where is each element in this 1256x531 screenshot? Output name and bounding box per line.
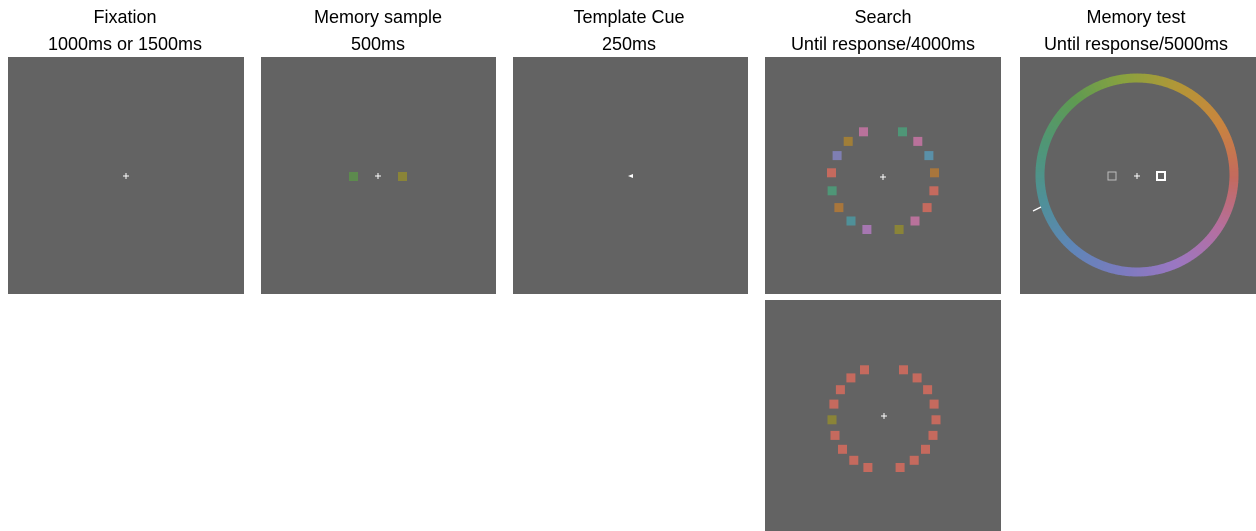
search-item-square — [930, 168, 939, 178]
search-item-square — [829, 399, 839, 409]
stage-duration: Until response/4000ms — [791, 34, 975, 54]
search-item-square — [923, 385, 933, 395]
search-item-square — [912, 373, 922, 383]
panel-search-uniform — [765, 300, 1001, 531]
response-marker — [1032, 206, 1042, 212]
stage-title: Memory sample — [314, 7, 442, 27]
search-item-square — [929, 186, 939, 196]
stage-title: Memory test — [1086, 7, 1185, 27]
search-item-square — [859, 127, 868, 137]
search-item-square — [863, 463, 873, 472]
memory-probe-square-right — [1156, 171, 1166, 181]
search-item-square — [846, 373, 856, 383]
fixation-cross — [1134, 173, 1140, 179]
search-item-square — [898, 127, 907, 137]
search-item-square — [832, 151, 842, 161]
search-item-square — [921, 444, 930, 454]
stage-label-search: Search Until response/4000ms — [791, 7, 975, 54]
template-cue-arrow — [628, 174, 633, 178]
stage-duration: 1000ms or 1500ms — [48, 34, 202, 54]
fixation-cross — [880, 174, 886, 180]
search-item-square — [862, 225, 872, 234]
search-item-square — [909, 455, 919, 465]
search-item-square — [843, 136, 853, 146]
search-item-square — [924, 151, 934, 161]
memory-sample-square-right — [398, 172, 407, 181]
color-wheel[interactable] — [1035, 73, 1239, 277]
search-item-square — [838, 444, 847, 454]
search-array — [827, 365, 941, 472]
stage-title: Template Cue — [573, 7, 684, 27]
panel-memory-test — [1020, 57, 1256, 294]
search-item-square — [913, 136, 923, 146]
panel-memory-sample — [261, 57, 496, 294]
search-item-square — [922, 203, 932, 213]
search-array — [827, 127, 939, 234]
search-item-square — [931, 415, 941, 425]
stage-label-template-cue: Template Cue 250ms — [573, 7, 684, 54]
search-item-square — [895, 463, 905, 472]
stage-label-memory-sample: Memory sample 500ms — [314, 7, 442, 54]
search-item-square — [835, 385, 845, 395]
search-item-square — [910, 216, 920, 226]
search-item-square — [929, 399, 939, 409]
stage-label-memory-test: Memory test Until response/5000ms — [1044, 7, 1228, 54]
search-item-square — [928, 430, 938, 440]
panel-template-cue — [513, 57, 748, 294]
fixation-cross — [123, 173, 129, 179]
stage-duration: 250ms — [602, 34, 656, 54]
search-item-square — [846, 216, 856, 226]
search-item-square — [830, 430, 840, 440]
memory-sample-square-left — [349, 172, 358, 181]
stage-duration: Until response/5000ms — [1044, 34, 1228, 54]
memory-probe-square-left — [1107, 171, 1117, 181]
search-item-square — [860, 365, 869, 375]
stage-title: Search — [854, 7, 911, 27]
search-item-square — [899, 365, 908, 375]
stage-duration: 500ms — [351, 34, 405, 54]
search-item-square — [849, 455, 859, 465]
stage-label-fixation: Fixation 1000ms or 1500ms — [48, 7, 202, 54]
search-item-square — [827, 415, 837, 425]
panel-fixation — [8, 57, 244, 294]
panel-search-mixed — [765, 57, 1001, 294]
search-item-square — [834, 203, 844, 213]
search-item-square — [827, 186, 837, 196]
search-item-square — [894, 225, 904, 234]
stage-title: Fixation — [93, 7, 156, 27]
fixation-cross — [375, 173, 381, 179]
fixation-cross — [881, 413, 887, 419]
search-item-square — [827, 168, 836, 178]
